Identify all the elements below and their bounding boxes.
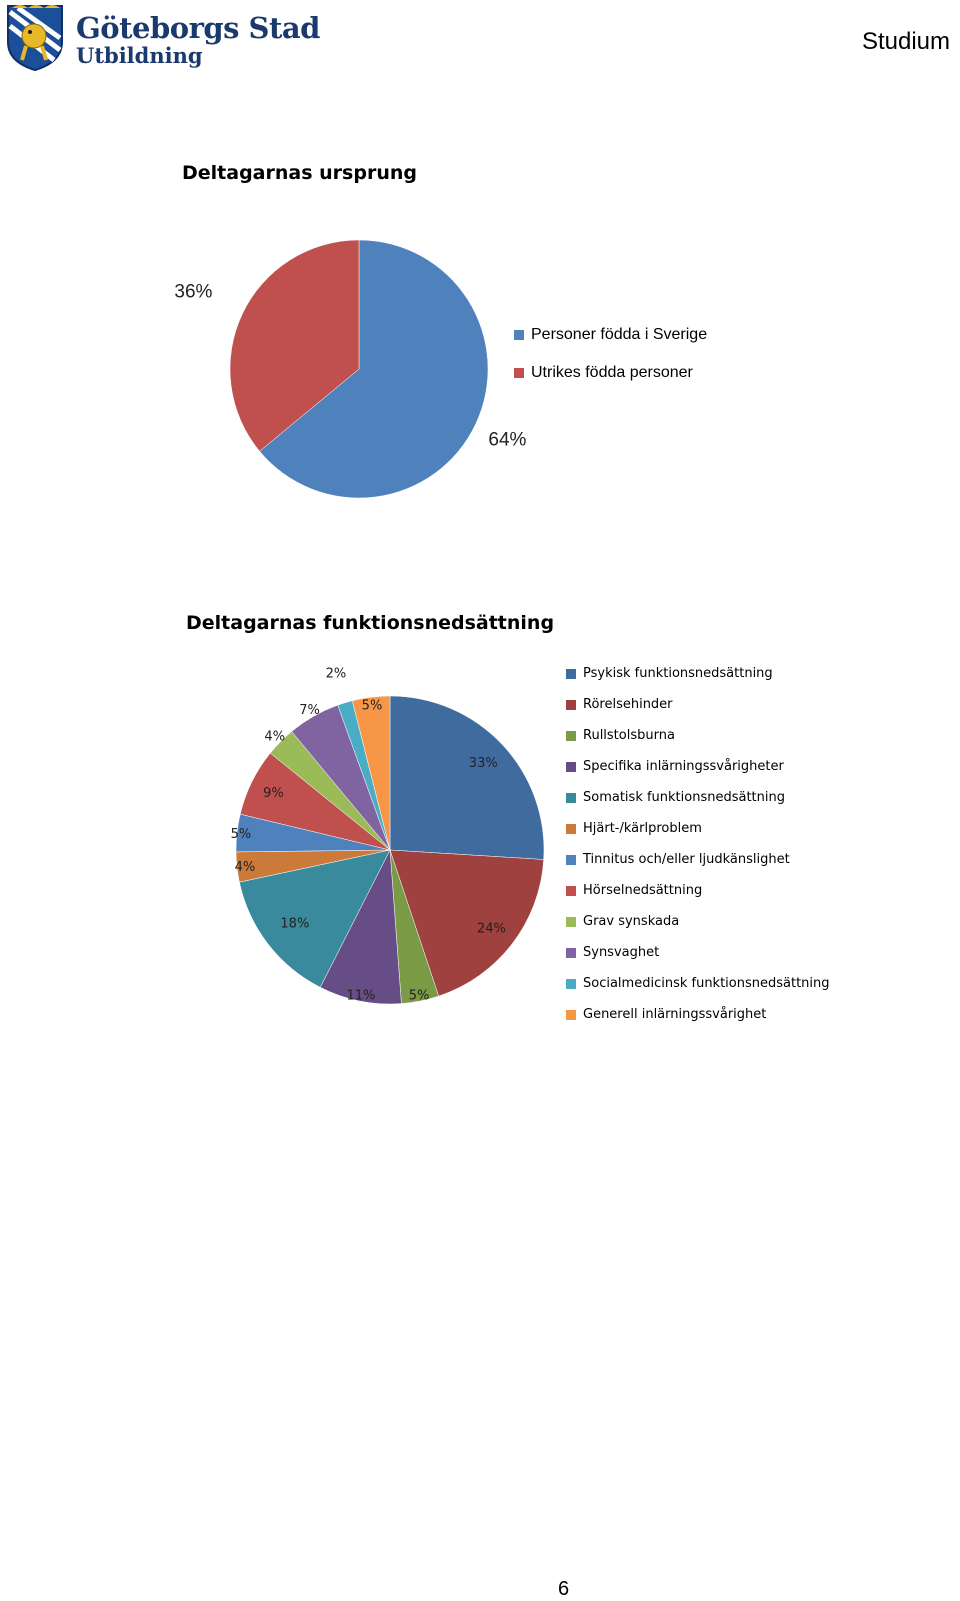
data-label: 18%	[280, 917, 309, 932]
legend-swatch	[566, 978, 576, 989]
legend-item: Specifika inlärningssvårigheter	[566, 759, 784, 774]
legend-swatch	[566, 823, 576, 834]
legend-label: Tinnitus och/eller ljudkänslighet	[583, 852, 790, 867]
pie-slice	[239, 849, 391, 988]
legend-item: Somatisk funktionsnedsättning	[566, 790, 785, 805]
legend-item: Hörselnedsättning	[566, 883, 702, 898]
data-label: 36%	[174, 282, 212, 303]
legend-item: Synsvaghet	[566, 945, 659, 960]
origin-pie: 64% 36%	[174, 239, 527, 499]
disability-chart: Deltagarnas funktionsnedsättning 33% 24% 5…	[0, 600, 960, 1050]
legend-item: Generell inlärningssvårighet	[566, 1007, 766, 1022]
pie-slice	[389, 849, 544, 997]
data-label: 7%	[299, 703, 320, 718]
legend-item: Tinnitus och/eller ljudkänslighet	[566, 852, 790, 867]
organization-name: Göteborgs Stad Utbildning	[76, 12, 320, 68]
pie-slice	[259, 239, 489, 499]
legend-swatch	[566, 761, 576, 772]
legend-label: Somatisk funktionsnedsättning	[583, 790, 786, 805]
legend-label: Socialmedicinsk funktionsnedsättning	[583, 976, 830, 991]
pie-slice	[319, 849, 402, 1005]
data-label: 5%	[362, 699, 383, 714]
legend-item: Personer födda i Sverige	[514, 326, 707, 344]
disability-pie: 33% 24% 5% 11% 18% 4% 5% 9% 4% 7% 2% 5%	[231, 667, 545, 1005]
legend-item: Rörelsehinder	[566, 697, 673, 712]
legend-swatch	[566, 947, 576, 958]
coat-of-arms-logo	[4, 2, 66, 72]
data-label: 4%	[235, 860, 256, 875]
legend-label: Grav synskada	[583, 914, 680, 929]
legend-label: Personer födda i Sverige	[531, 326, 708, 343]
data-label: 33%	[469, 756, 498, 771]
legend-swatch	[566, 1009, 576, 1020]
legend-swatch	[566, 730, 576, 741]
legend-item: Socialmedicinsk funktionsnedsättning	[566, 976, 830, 991]
page-number: 6	[558, 1578, 570, 1600]
pie-slice	[229, 239, 360, 452]
pie-slice	[351, 695, 391, 851]
pie-slice	[389, 695, 545, 860]
legend-item: Utrikes födda personer	[514, 364, 693, 382]
legend-swatch	[514, 368, 524, 378]
data-label: 11%	[346, 989, 375, 1004]
organization-line-1: Göteborgs Stad	[76, 11, 320, 45]
organization-line-2: Utbildning	[76, 43, 203, 68]
legend-item: Grav synskada	[566, 914, 679, 929]
data-label: 64%	[488, 429, 526, 450]
legend-swatch	[566, 792, 576, 803]
data-label: 24%	[477, 922, 506, 937]
legend-label: Psykisk funktionsnedsättning	[583, 666, 773, 681]
legend-label: Rullstolsburna	[583, 728, 675, 743]
header-label: Studium	[861, 28, 950, 55]
legend-swatch	[566, 668, 576, 679]
legend-label: Utrikes födda personer	[531, 364, 693, 381]
legend-item: Hjärt-/kärlproblem	[566, 821, 702, 836]
data-label: 4%	[264, 730, 285, 745]
legend-item: Psykisk funktionsnedsättning	[566, 666, 773, 681]
legend-swatch	[566, 699, 576, 710]
legend-label: Specifika inlärningssvårigheter	[583, 759, 784, 774]
legend-swatch	[566, 854, 576, 865]
legend-item: Rullstolsburna	[566, 728, 675, 743]
legend-label: Hörselnedsättning	[583, 883, 703, 898]
data-label: 2%	[326, 667, 347, 682]
data-label: 5%	[231, 827, 252, 842]
data-label: 5%	[409, 989, 430, 1004]
chart-title: Deltagarnas ursprung	[182, 162, 417, 184]
data-label: 9%	[263, 786, 284, 801]
legend-label: Synsvaghet	[583, 945, 660, 960]
legend-swatch	[566, 885, 576, 896]
chart-title: Deltagarnas funktionsnedsättning	[186, 612, 555, 634]
legend-label: Rörelsehinder	[583, 697, 673, 712]
legend-swatch	[514, 330, 524, 340]
legend-swatch	[566, 916, 576, 927]
legend-label: Hjärt-/kärlproblem	[583, 821, 702, 836]
origin-chart: Deltagarnas ursprung 64% 36% Personer föd…	[0, 140, 960, 540]
legend-label: Generell inlärningssvårighet	[583, 1007, 767, 1022]
coat-of-arms-lion-icon	[7, 5, 63, 72]
